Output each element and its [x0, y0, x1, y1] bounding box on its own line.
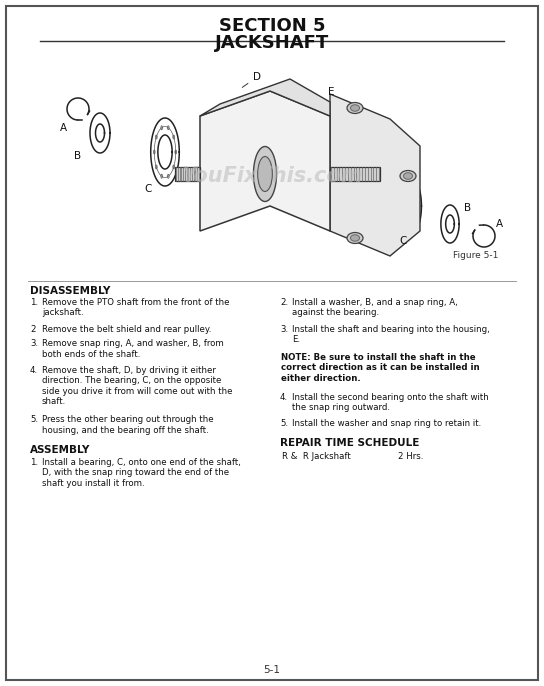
Ellipse shape — [415, 218, 417, 222]
Text: R &  R Jackshaft: R & R Jackshaft — [282, 452, 351, 461]
Text: 2 Hrs.: 2 Hrs. — [398, 452, 423, 461]
Ellipse shape — [175, 150, 177, 154]
Ellipse shape — [350, 235, 360, 241]
Ellipse shape — [161, 126, 163, 130]
Ellipse shape — [404, 227, 406, 230]
Text: Install a washer, B, and a snap ring, A,
against the bearing.: Install a washer, B, and a snap ring, A,… — [292, 298, 458, 318]
Text: SECTION 5: SECTION 5 — [219, 17, 325, 35]
Text: 2.: 2. — [280, 298, 288, 307]
Ellipse shape — [404, 173, 412, 179]
Ellipse shape — [400, 171, 416, 182]
Ellipse shape — [156, 135, 157, 139]
Ellipse shape — [399, 190, 401, 194]
Ellipse shape — [168, 126, 169, 130]
Polygon shape — [200, 91, 330, 231]
Text: 2: 2 — [30, 324, 35, 333]
Text: Figure 5-1: Figure 5-1 — [453, 252, 498, 261]
Text: 5.: 5. — [30, 416, 38, 425]
Ellipse shape — [347, 102, 363, 113]
Bar — [175, 167, 200, 181]
Text: D: D — [242, 72, 261, 87]
Text: ASSEMBLY: ASSEMBLY — [30, 445, 90, 455]
Ellipse shape — [417, 204, 419, 208]
Text: JACKSHAFT: JACKSHAFT — [215, 34, 329, 52]
Ellipse shape — [410, 227, 412, 230]
Ellipse shape — [161, 174, 163, 178]
Text: Remove snap ring, A, and washer, B, from
both ends of the shaft.: Remove snap ring, A, and washer, B, from… — [42, 340, 224, 359]
Ellipse shape — [156, 165, 157, 169]
Ellipse shape — [347, 233, 363, 244]
Text: 4.: 4. — [280, 392, 288, 401]
Ellipse shape — [173, 135, 175, 139]
Text: YouFixThis.com: YouFixThis.com — [181, 166, 363, 186]
Text: 1.: 1. — [30, 458, 38, 467]
Text: C: C — [399, 236, 407, 246]
Text: B: B — [75, 151, 82, 161]
Text: Install the shaft and bearing into the housing,
E.: Install the shaft and bearing into the h… — [292, 324, 490, 344]
Ellipse shape — [397, 204, 399, 208]
Text: Install the washer and snap ring to retain it.: Install the washer and snap ring to reta… — [292, 419, 481, 428]
Polygon shape — [330, 94, 420, 256]
Text: B: B — [465, 203, 472, 213]
Text: Remove the shaft, D, by driving it either
direction. The bearing, C, on the oppo: Remove the shaft, D, by driving it eithe… — [42, 366, 232, 406]
Text: Remove the PTO shaft from the front of the
jackshaft.: Remove the PTO shaft from the front of t… — [42, 298, 230, 318]
Ellipse shape — [258, 156, 273, 191]
Text: A: A — [59, 123, 66, 133]
Ellipse shape — [410, 181, 412, 185]
Text: 3.: 3. — [30, 340, 38, 348]
Ellipse shape — [254, 147, 276, 202]
Ellipse shape — [404, 181, 406, 185]
Text: DISASSEMBLY: DISASSEMBLY — [30, 286, 110, 296]
Ellipse shape — [350, 105, 360, 111]
Text: E: E — [312, 87, 335, 108]
Ellipse shape — [168, 174, 169, 178]
Text: Install the second bearing onto the shaft with
the snap ring outward.: Install the second bearing onto the shaf… — [292, 392, 489, 412]
Polygon shape — [200, 79, 330, 116]
Text: 3.: 3. — [280, 324, 288, 333]
Text: Remove the belt shield and rear pulley.: Remove the belt shield and rear pulley. — [42, 324, 212, 333]
Text: 5-1: 5-1 — [263, 665, 281, 675]
Text: Install a bearing, C, onto one end of the shaft,
D, with the snap ring toward th: Install a bearing, C, onto one end of th… — [42, 458, 241, 488]
Ellipse shape — [173, 165, 175, 169]
Text: 5.: 5. — [280, 419, 288, 428]
Text: 4.: 4. — [30, 366, 38, 375]
Ellipse shape — [153, 150, 155, 154]
Bar — [330, 167, 380, 181]
Text: A: A — [496, 219, 503, 229]
Ellipse shape — [399, 218, 401, 222]
Text: 1.: 1. — [30, 298, 38, 307]
Ellipse shape — [415, 190, 417, 194]
Text: C: C — [144, 184, 152, 194]
Text: REPAIR TIME SCHEDULE: REPAIR TIME SCHEDULE — [280, 438, 419, 448]
Text: Press the other bearing out through the
housing, and the bearing off the shaft.: Press the other bearing out through the … — [42, 416, 214, 435]
Text: NOTE: Be sure to install the shaft in the
correct direction as it can be install: NOTE: Be sure to install the shaft in th… — [281, 353, 480, 383]
